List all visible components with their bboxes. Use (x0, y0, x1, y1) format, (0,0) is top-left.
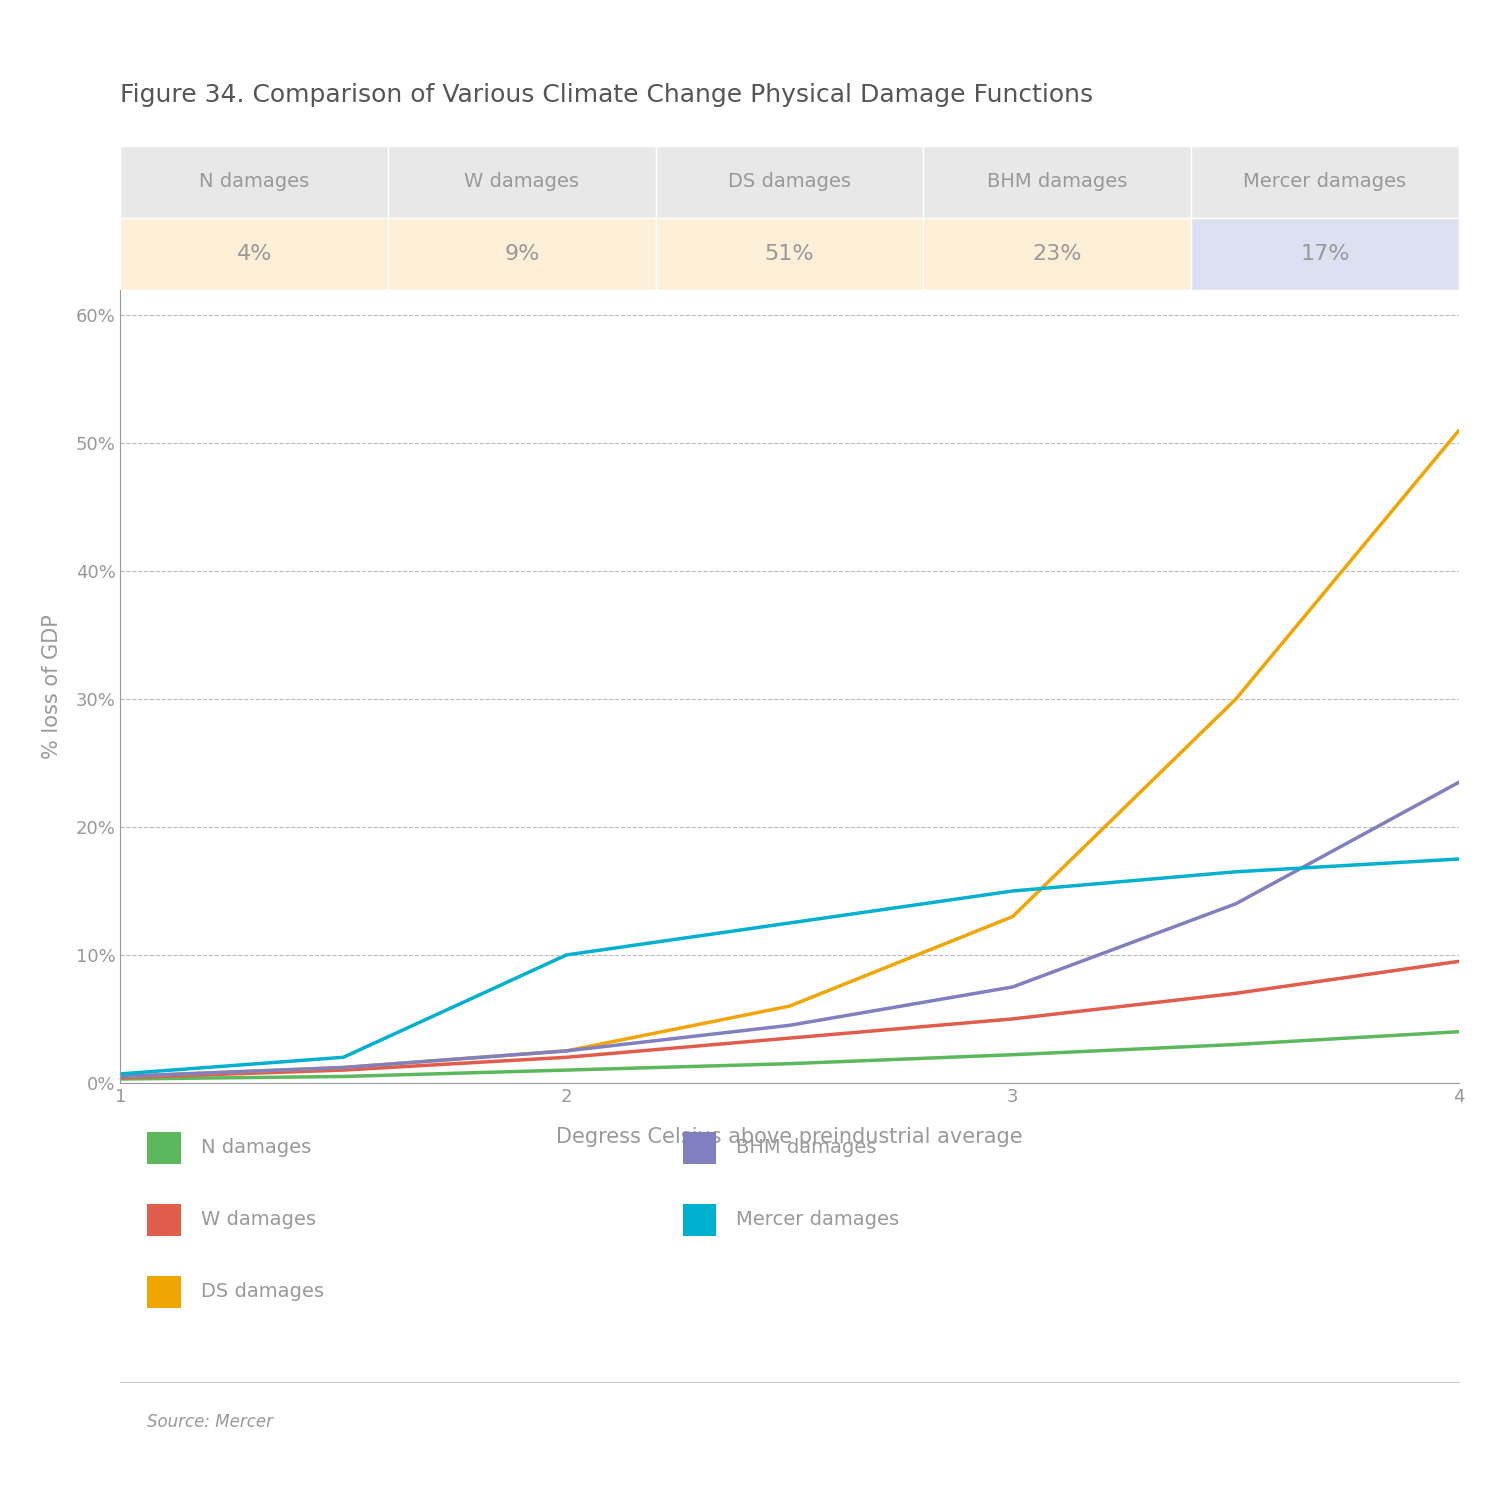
Text: Mercer damages: Mercer damages (1244, 173, 1406, 190)
FancyBboxPatch shape (656, 146, 923, 217)
Text: Source: Mercer: Source: Mercer (147, 1412, 274, 1431)
FancyBboxPatch shape (683, 1131, 716, 1164)
FancyBboxPatch shape (388, 146, 656, 217)
Text: BHM damages: BHM damages (735, 1138, 877, 1158)
Text: DS damages: DS damages (200, 1283, 323, 1302)
Text: N damages: N damages (199, 173, 310, 190)
FancyBboxPatch shape (923, 146, 1191, 217)
Text: W damages: W damages (465, 173, 579, 190)
Text: W damages: W damages (200, 1210, 316, 1229)
X-axis label: Degress Celsius above preindustrial average: Degress Celsius above preindustrial aver… (556, 1126, 1023, 1147)
FancyBboxPatch shape (120, 217, 388, 290)
FancyBboxPatch shape (388, 217, 656, 290)
Text: 17%: 17% (1301, 244, 1349, 263)
FancyBboxPatch shape (683, 1204, 716, 1237)
Text: Figure 34. Comparison of Various Climate Change Physical Damage Functions: Figure 34. Comparison of Various Climate… (120, 83, 1093, 107)
FancyBboxPatch shape (1191, 217, 1459, 290)
FancyBboxPatch shape (147, 1275, 180, 1308)
Text: Mercer damages: Mercer damages (735, 1210, 899, 1229)
Y-axis label: % loss of GDP: % loss of GDP (42, 615, 62, 759)
Text: N damages: N damages (200, 1138, 311, 1158)
FancyBboxPatch shape (147, 1131, 180, 1164)
Text: 51%: 51% (766, 244, 814, 263)
FancyBboxPatch shape (656, 217, 923, 290)
Text: DS damages: DS damages (728, 173, 851, 190)
Text: 9%: 9% (504, 244, 540, 263)
FancyBboxPatch shape (1191, 146, 1459, 217)
Text: BHM damages: BHM damages (987, 173, 1128, 190)
FancyBboxPatch shape (923, 217, 1191, 290)
FancyBboxPatch shape (120, 146, 388, 217)
FancyBboxPatch shape (147, 1204, 180, 1237)
Text: 4%: 4% (236, 244, 272, 263)
Text: 23%: 23% (1033, 244, 1081, 263)
